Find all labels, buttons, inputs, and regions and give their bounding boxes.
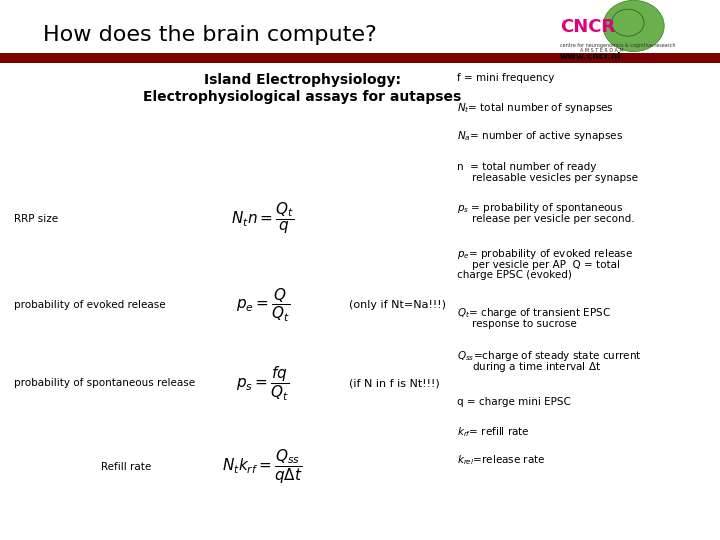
Text: $Q_t$= charge of transient EPSC: $Q_t$= charge of transient EPSC (457, 306, 611, 320)
Text: during a time interval $\Delta$t: during a time interval $\Delta$t (472, 360, 600, 374)
Text: probability of evoked release: probability of evoked release (14, 300, 166, 310)
Text: response to sucrose: response to sucrose (472, 319, 576, 329)
Text: $k_{rf}$= refill rate: $k_{rf}$= refill rate (457, 425, 530, 439)
Text: q = charge mini EPSC: q = charge mini EPSC (457, 397, 571, 407)
Text: per vesicle per AP  Q = total: per vesicle per AP Q = total (472, 260, 620, 269)
Text: charge EPSC (evoked): charge EPSC (evoked) (457, 271, 572, 280)
Text: CNCR: CNCR (560, 18, 616, 36)
Text: $p_e$= probability of evoked release: $p_e$= probability of evoked release (457, 247, 634, 261)
Ellipse shape (603, 1, 665, 52)
Text: $N_t$= total number of synapses: $N_t$= total number of synapses (457, 101, 614, 115)
Text: (if N in f is Nt!!!): (if N in f is Nt!!!) (349, 379, 440, 388)
Text: RRP size: RRP size (14, 214, 58, 224)
Text: centre for neurogenomics & cognitive research: centre for neurogenomics & cognitive res… (560, 43, 675, 48)
Text: (only if Nt=Na!!!): (only if Nt=Na!!!) (349, 300, 446, 310)
Text: $k_{rel}$=release rate: $k_{rel}$=release rate (457, 453, 546, 467)
Text: release per vesicle per second.: release per vesicle per second. (472, 214, 634, 224)
Text: n  = total number of ready: n = total number of ready (457, 163, 597, 172)
Text: $N_t k_{rf}=\dfrac{Q_{ss}}{q\Delta t}$: $N_t k_{rf}=\dfrac{Q_{ss}}{q\Delta t}$ (222, 448, 303, 487)
Text: www.cncr.nl: www.cncr.nl (560, 52, 621, 61)
Text: $Q_{ss}$=charge of steady state current: $Q_{ss}$=charge of steady state current (457, 349, 642, 363)
Text: Island Electrophysiology:: Island Electrophysiology: (204, 73, 401, 87)
Text: $N_t n=\dfrac{Q_t}{q}$: $N_t n=\dfrac{Q_t}{q}$ (231, 201, 294, 237)
Text: $p_e=\dfrac{Q}{Q_t}$: $p_e=\dfrac{Q}{Q_t}$ (235, 286, 290, 324)
Text: probability of spontaneous release: probability of spontaneous release (14, 379, 196, 388)
Text: Refill rate: Refill rate (101, 462, 151, 472)
Text: $p_s=\dfrac{fq}{Q_t}$: $p_s=\dfrac{fq}{Q_t}$ (236, 364, 289, 403)
Text: $N_a$= number of active synapses: $N_a$= number of active synapses (457, 129, 624, 143)
Text: A M S T E R D A M: A M S T E R D A M (580, 48, 624, 53)
Text: releasable vesicles per synapse: releasable vesicles per synapse (472, 173, 638, 183)
Text: $p_s$ = probability of spontaneous: $p_s$ = probability of spontaneous (457, 201, 624, 215)
Text: f = mini frequency: f = mini frequency (457, 73, 554, 83)
Text: How does the brain compute?: How does the brain compute? (43, 25, 377, 45)
Text: Electrophysiological assays for autapses: Electrophysiological assays for autapses (143, 90, 462, 104)
Bar (0, 53, 720, 63)
